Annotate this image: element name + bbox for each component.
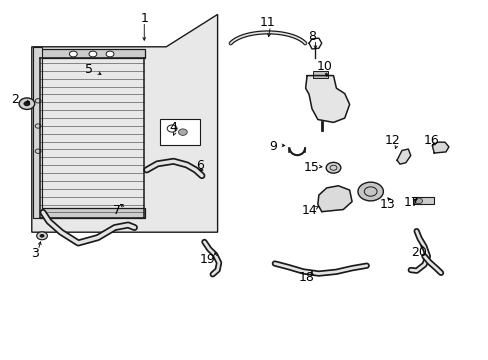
Text: 5: 5 — [85, 63, 93, 76]
Text: 1: 1 — [140, 12, 148, 24]
Circle shape — [35, 149, 41, 153]
Text: 20: 20 — [411, 246, 427, 259]
Text: 12: 12 — [384, 134, 399, 147]
Text: 19: 19 — [200, 253, 215, 266]
Text: 14: 14 — [301, 204, 316, 217]
Polygon shape — [317, 186, 351, 212]
Circle shape — [357, 182, 383, 201]
Text: 8: 8 — [307, 30, 315, 42]
Text: 10: 10 — [316, 60, 331, 73]
Circle shape — [23, 101, 30, 106]
Circle shape — [178, 129, 187, 135]
Circle shape — [19, 98, 35, 109]
Bar — [312, 71, 327, 78]
Polygon shape — [396, 149, 410, 164]
Circle shape — [106, 51, 114, 57]
Text: 18: 18 — [299, 271, 314, 284]
Text: 3: 3 — [31, 247, 39, 260]
Polygon shape — [431, 142, 448, 153]
Circle shape — [89, 51, 97, 57]
Text: 7: 7 — [113, 204, 121, 217]
Polygon shape — [32, 14, 217, 232]
Text: 9: 9 — [268, 140, 276, 153]
Circle shape — [69, 51, 77, 57]
Text: 6: 6 — [196, 159, 204, 172]
Polygon shape — [305, 76, 349, 122]
Circle shape — [325, 162, 340, 173]
Bar — [412, 197, 433, 204]
Text: 13: 13 — [379, 198, 394, 211]
Circle shape — [35, 124, 41, 128]
Circle shape — [35, 99, 41, 103]
Bar — [33, 47, 42, 218]
Circle shape — [414, 198, 422, 204]
FancyBboxPatch shape — [160, 119, 200, 145]
Text: 16: 16 — [423, 134, 438, 147]
Text: 15: 15 — [304, 161, 319, 174]
Bar — [40, 208, 145, 218]
Circle shape — [37, 232, 47, 240]
Text: 4: 4 — [169, 121, 177, 134]
Text: 17: 17 — [403, 196, 419, 209]
Text: 11: 11 — [260, 16, 275, 29]
Text: 2: 2 — [11, 93, 19, 105]
Circle shape — [40, 234, 44, 238]
Bar — [40, 49, 145, 58]
